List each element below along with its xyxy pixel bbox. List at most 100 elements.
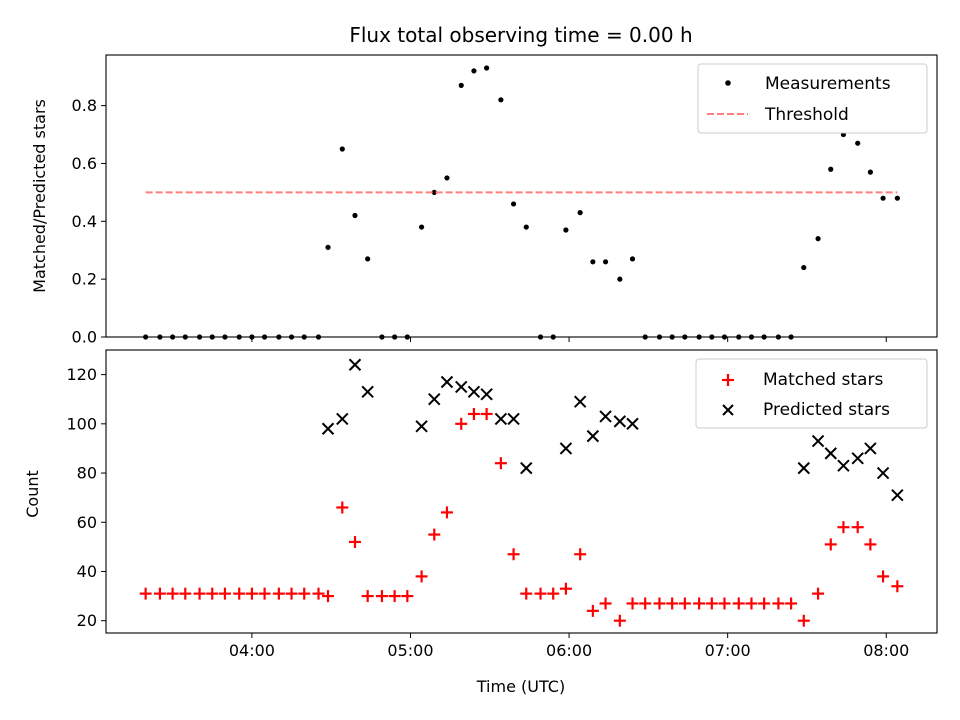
measurement-point	[642, 334, 648, 340]
ratio-legend: Measurements Threshold	[697, 63, 928, 134]
predicted-star-point	[573, 395, 587, 408]
count-legend-box	[695, 358, 928, 429]
legend-measurements-label: Measurements	[765, 74, 891, 94]
measurement-point	[682, 334, 688, 340]
count-y-tick-label: 100	[66, 414, 97, 433]
measurement-point	[222, 334, 228, 340]
chart-title: Flux total observing time = 0.00 h	[349, 23, 692, 47]
x-tick-label: 07:00	[705, 641, 751, 660]
count-y-tick-label: 40	[77, 562, 97, 581]
matched-star-point	[153, 587, 166, 600]
count-panel-frame	[105, 349, 938, 634]
measurement-point	[471, 68, 477, 74]
measurement-point	[249, 334, 255, 340]
matched-star-point	[772, 597, 785, 610]
measurement-point	[498, 97, 504, 103]
matched-star-point	[285, 587, 298, 600]
measurement-point	[339, 146, 345, 152]
matched-star-point	[599, 597, 612, 610]
predicted-star-point	[811, 434, 825, 448]
measurement-point	[404, 334, 410, 340]
matched-star-point	[388, 590, 401, 603]
ratio-y-tick-label: 0.0	[72, 328, 97, 347]
measurement-point	[209, 334, 215, 340]
measurement-point	[656, 334, 663, 340]
matched-star-point	[891, 580, 904, 593]
matched-star-point	[312, 587, 325, 600]
ratio-panel: 0.00.20.40.60.8 Matched/Predicted stars …	[30, 54, 938, 347]
count-y-axis-label: Count	[23, 470, 42, 518]
matched-star-point	[653, 597, 666, 610]
measurement-point	[379, 334, 385, 340]
measurement-point	[182, 334, 188, 340]
matched-star-point	[428, 528, 441, 541]
matched-star-point	[785, 597, 798, 610]
matched-star-point	[467, 407, 480, 420]
predicted-star-point	[876, 466, 890, 480]
matched-star-point	[678, 597, 691, 610]
count-y-ticks: 20 40 60 80 100 120	[66, 365, 106, 630]
matched-star-point	[480, 407, 493, 420]
matched-star-point	[574, 548, 587, 561]
predicted-star-point	[626, 417, 639, 431]
matched-star-point	[613, 614, 626, 627]
predicted-star-point	[440, 375, 454, 389]
predicted-star-point	[837, 459, 850, 472]
matched-star-point	[586, 604, 599, 617]
matched-star-point	[639, 597, 652, 610]
matched-star-point	[837, 521, 850, 534]
x-tick-label: 04:00	[229, 641, 275, 660]
matched-star-point	[718, 597, 731, 610]
measurement-point	[894, 195, 900, 201]
ratio-legend-box	[697, 63, 928, 134]
measurement-point	[510, 201, 517, 207]
matched-star-point	[824, 538, 837, 551]
predicted-star-point	[415, 420, 428, 433]
matched-star-point	[361, 590, 374, 603]
measurement-point	[143, 334, 149, 340]
measurement-point	[431, 189, 437, 195]
ratio-y-ticks: 0.0 0.2 0.4 0.6 0.8	[72, 96, 106, 347]
matched-star-point	[797, 614, 810, 627]
legend-predicted-label: Predicted stars	[763, 400, 890, 420]
matched-star-point	[401, 590, 414, 603]
matched-star-point	[864, 538, 877, 551]
measurement-point	[444, 175, 450, 181]
predicted-star-point	[321, 422, 335, 435]
predicted-star-point	[864, 442, 877, 455]
predicted-star-point	[467, 385, 481, 399]
predicted-star-point	[361, 385, 374, 399]
matched-star-point	[245, 587, 258, 600]
measurement-point	[577, 210, 583, 216]
measurement-point	[352, 212, 358, 219]
measurement-point	[325, 244, 331, 250]
legend-matched-label: Matched stars	[763, 370, 883, 390]
measurement-point	[458, 82, 464, 88]
measurement-point	[696, 334, 702, 340]
matched-star-point	[666, 597, 679, 610]
matched-star-point	[322, 590, 335, 603]
matched-star-point	[139, 587, 152, 600]
ratio-y-tick-label: 0.2	[72, 270, 97, 289]
measurement-point	[629, 256, 636, 262]
predicted-star-point	[613, 415, 627, 428]
legend-predicted-marker	[722, 404, 734, 416]
predicted-star-point	[428, 393, 441, 406]
matched-star-point	[415, 570, 428, 583]
matched-star-point	[218, 587, 231, 600]
matched-star-point	[559, 582, 572, 595]
matched-star-point	[693, 597, 706, 610]
measurement-point	[537, 334, 544, 340]
matched-star-point	[375, 590, 388, 603]
count-y-tick-label: 60	[77, 513, 97, 532]
matched-star-point	[812, 587, 825, 600]
legend-matched-marker	[722, 374, 734, 386]
matched-star-point	[298, 587, 311, 600]
matched-star-point	[258, 587, 271, 600]
measurement-point	[392, 334, 398, 340]
matched-star-point	[732, 597, 745, 610]
matched-star-point	[745, 597, 758, 610]
predicted-star-point	[507, 412, 520, 426]
matched-star-point	[758, 597, 771, 610]
